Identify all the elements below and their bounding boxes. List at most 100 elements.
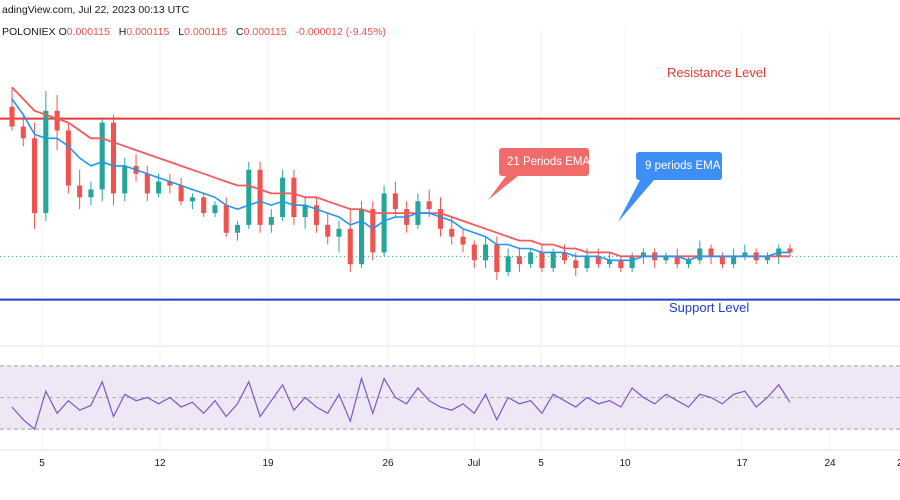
candle-body-14	[167, 181, 173, 186]
candle-body-37	[426, 201, 432, 210]
x-tick-label-3: 26	[382, 458, 394, 469]
x-tick-label-8: 24	[824, 458, 836, 469]
ema9-callout-box	[636, 152, 722, 180]
candle-body-63	[719, 256, 725, 265]
candle-body-26	[302, 205, 308, 217]
candle-body-49	[561, 252, 568, 261]
candle-body-69	[787, 248, 793, 253]
x-tick-label-6: 10	[619, 458, 631, 469]
candle-body-34	[392, 193, 398, 210]
candle-body-43	[494, 244, 500, 273]
candle-body-3	[43, 110, 49, 214]
support-level-label: Support Level	[669, 300, 750, 315]
rsi-line	[11, 376, 791, 431]
candle-body-38	[437, 209, 444, 229]
candle-body-27	[313, 205, 319, 225]
candle-body-16	[189, 197, 195, 202]
candle-body-60	[685, 260, 692, 265]
candle-body-25	[291, 177, 297, 217]
ema-series	[11, 86, 790, 262]
level-lines	[0, 117, 900, 301]
candle-body-1	[20, 126, 26, 139]
candle-body-39	[449, 228, 455, 237]
candle-body-32	[370, 209, 376, 253]
candle-body-41	[471, 244, 477, 261]
candle-body-40	[460, 236, 466, 245]
ema9-line	[11, 98, 790, 262]
candle-body-31	[358, 209, 365, 265]
ema21-callout-box	[499, 148, 589, 176]
candle-body-42	[483, 244, 489, 261]
x-tick-label-2: 19	[262, 458, 274, 469]
candle-body-0	[9, 106, 15, 127]
candle-body-65	[742, 252, 748, 257]
candle-body-44	[505, 256, 511, 273]
candle-body-33	[381, 193, 387, 253]
x-tick-label-4: Jul	[468, 458, 481, 469]
candle-body-28	[325, 224, 331, 237]
candle-body-18	[212, 205, 218, 214]
candle-body-47	[539, 252, 545, 269]
candle-body-4	[54, 110, 60, 131]
candle-body-50	[573, 260, 579, 269]
candle-body-23	[268, 217, 274, 225]
candle-body-56	[640, 252, 646, 257]
open-key: O	[58, 26, 67, 38]
candle-body-17	[201, 197, 207, 214]
candle-body-6	[77, 185, 83, 198]
candle-body-52	[595, 256, 601, 265]
candle-body-62	[708, 248, 714, 257]
ema21-callout-pointer	[488, 176, 518, 200]
ohlc-readout: POLONIEX O0.000115 H0.000115 L0.000115 C…	[2, 26, 392, 38]
x-axis: 5 12 19 26 Jul 5 10 17 24 28	[0, 449, 900, 469]
candle-body-15	[178, 185, 184, 202]
candle-body-64	[731, 256, 737, 265]
chart-source-line: adingView.com, Jul 22, 2023 00:13 UTC	[2, 4, 190, 16]
candle-body-24	[280, 177, 286, 217]
candle-body-45	[516, 256, 522, 265]
candle-body-10	[122, 165, 128, 194]
candle-body-8	[99, 122, 105, 190]
candle-body-67	[764, 256, 770, 261]
low-value: 0.000115	[184, 26, 228, 38]
x-tick-label-7: 17	[736, 458, 748, 469]
candle-body-7	[88, 189, 94, 198]
high-value: 0.000115	[126, 26, 170, 38]
candle-body-58	[663, 256, 669, 261]
open-value: 0.000115	[66, 26, 110, 38]
high-key: H	[118, 26, 127, 38]
candle-body-20	[234, 224, 241, 233]
candle-body-21	[246, 169, 252, 225]
ema-callouts	[488, 148, 722, 222]
close-value: 0.000115	[243, 26, 287, 38]
resistance-level-label: Resistance Level	[667, 65, 766, 80]
close-key: C	[236, 26, 244, 38]
chart-gridlines	[41, 28, 831, 450]
x-tick-label-0: 5	[39, 458, 45, 469]
exchange-name: POLONIEX	[2, 26, 56, 38]
candle-body-12	[144, 173, 150, 194]
candlestick-series	[9, 87, 793, 280]
candle-body-29	[336, 228, 342, 237]
candle-body-61	[697, 248, 703, 261]
ema21-callout-label: 21 Periods EMA	[507, 156, 591, 168]
candle-body-51	[584, 256, 590, 269]
candle-body-53	[607, 260, 613, 265]
low-key: L	[178, 26, 185, 38]
candle-body-55	[629, 256, 635, 269]
change-value: -0.000012 (-9.45%)	[295, 26, 387, 38]
candle-body-46	[528, 252, 534, 265]
candle-body-19	[223, 205, 229, 233]
ema9-callout-label: 9 periods EMA	[645, 160, 721, 172]
candle-body-22	[257, 169, 263, 225]
candle-body-5	[65, 130, 71, 186]
candle-body-59	[674, 256, 680, 265]
rsi-panel	[0, 345, 900, 431]
x-tick-label-5: 5	[538, 458, 544, 469]
candle-body-30	[347, 228, 353, 265]
candle-body-2	[32, 138, 38, 214]
candle-body-9	[110, 122, 117, 194]
candle-body-48	[550, 252, 556, 269]
x-tick-label-9: 28	[897, 458, 900, 469]
